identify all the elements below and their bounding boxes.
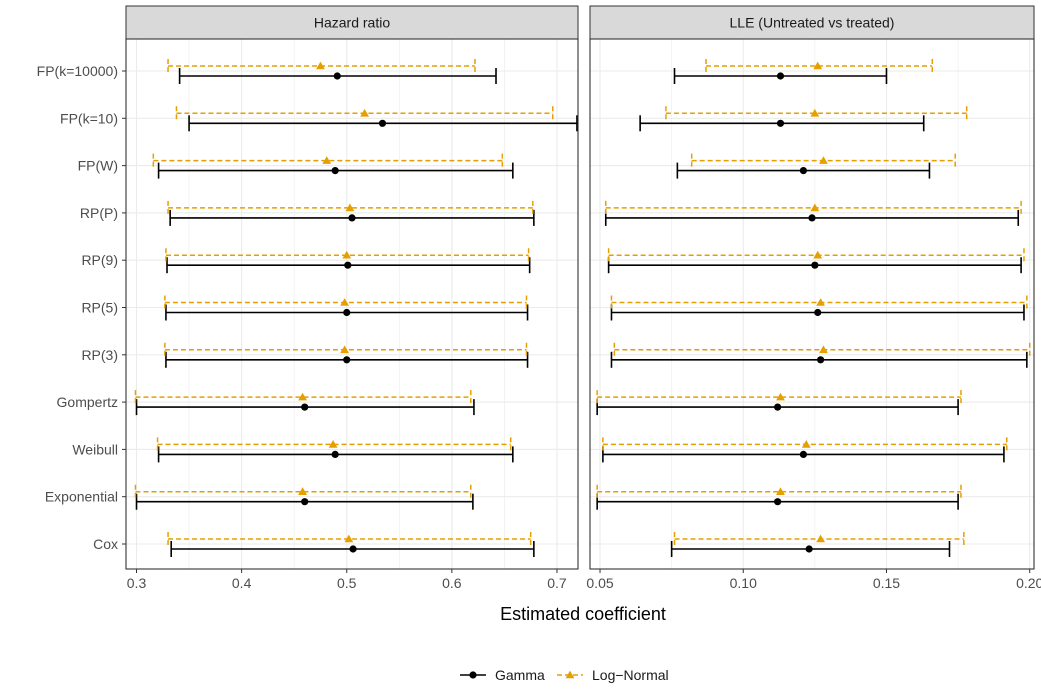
point-estimate-log-normal: [340, 298, 350, 306]
legend-item-log-normal: Log−Normal: [557, 667, 669, 683]
series-gamma: [135, 68, 578, 557]
legend-label: Log−Normal: [592, 667, 669, 683]
point-estimate-log-normal: [810, 108, 820, 117]
point-estimate-gamma: [799, 450, 808, 458]
point-estimate-gamma: [301, 498, 309, 506]
point-estimate-gamma: [343, 308, 351, 317]
point-estimate-gamma: [344, 261, 352, 269]
x-tick-label: 0.6: [442, 575, 462, 591]
series-gamma: [596, 68, 1028, 557]
y-tick-label: RP(3): [81, 347, 118, 363]
x-tick-label: 0.15: [873, 575, 900, 591]
point-estimate-log-normal: [328, 440, 338, 448]
point-estimate-gamma: [816, 356, 825, 364]
panels-layer: Hazard ratio 0.3 0.4 0.5 0.6 0.7 LLE (Untreate…: [125, 5, 1041, 591]
point-estimate-gamma: [301, 403, 309, 411]
legend: Gamma Log−Normal: [460, 667, 669, 683]
legend-item-gamma: Gamma: [460, 667, 545, 683]
y-tick-label: FP(k=10000): [37, 63, 118, 79]
point-estimate-gamma: [333, 72, 341, 80]
legend-label: Gamma: [495, 667, 545, 683]
y-axis-labels: FP(k=10000) FP(k=10) FP(W) RP(P) RP(9) RP(5) R…: [37, 63, 126, 552]
y-tick-label: Exponential: [45, 489, 118, 505]
point-estimate-log-normal: [345, 203, 355, 212]
point-estimate-gamma: [348, 214, 356, 222]
panel-background: [590, 39, 1034, 569]
point-estimate-gamma: [799, 167, 808, 175]
y-tick-label: Cox: [93, 536, 118, 552]
point-estimate-log-normal: [816, 298, 825, 306]
y-tick-label: FP(k=10): [60, 110, 118, 126]
point-estimate-log-normal: [360, 108, 370, 117]
x-tick-label: 0.3: [127, 575, 147, 591]
point-estimate-log-normal: [816, 534, 825, 543]
panel-strip-label: LLE (Untreated vs treated): [730, 15, 895, 31]
legend-key-circle: [469, 671, 477, 679]
y-tick-label: RP(9): [81, 252, 118, 268]
series-log-normal: [134, 59, 554, 546]
point-estimate-gamma: [774, 498, 782, 506]
point-estimate-log-normal: [810, 203, 820, 212]
point-estimate-log-normal: [298, 392, 307, 401]
point-estimate-log-normal: [776, 392, 785, 401]
x-axis-title: Estimated coefficient: [500, 604, 666, 624]
point-estimate-log-normal: [819, 345, 828, 354]
point-estimate-gamma: [331, 167, 339, 175]
panel-strip-label: Hazard ratio: [314, 15, 390, 31]
point-estimate-gamma: [343, 356, 351, 364]
point-estimate-gamma: [774, 403, 782, 411]
point-estimate-log-normal: [813, 61, 823, 70]
panel-background: [126, 39, 578, 569]
point-estimate-gamma: [814, 308, 822, 317]
panel-border: [125, 38, 579, 570]
y-tick-label: RP(5): [81, 300, 118, 316]
x-tick-label: 0.4: [232, 575, 252, 591]
point-estimate-gamma: [349, 545, 357, 553]
point-estimate-log-normal: [316, 61, 325, 70]
x-tick-label: 0.5: [337, 575, 357, 591]
panel-strip-2: [589, 5, 1035, 40]
y-tick-label: FP(W): [78, 158, 118, 174]
point-estimate-gamma: [811, 261, 819, 269]
panel-2: LLE (Untreated vs treated) 0.05 0.10 0.15 0.…: [586, 5, 1041, 591]
panel-strip-1: [125, 5, 579, 40]
y-tick-label: Gompertz: [57, 394, 118, 410]
point-estimate-log-normal: [298, 487, 307, 495]
point-estimate-log-normal: [776, 487, 785, 495]
point-estimate-gamma: [378, 119, 387, 127]
point-estimate-gamma: [331, 450, 339, 458]
point-estimate-gamma: [776, 72, 785, 80]
x-tick-label: 0.05: [586, 575, 613, 591]
legend-key-triangle: [565, 670, 575, 679]
y-tick-label: Weibull: [72, 441, 118, 457]
panel-border: [589, 38, 1035, 570]
panel-1: Hazard ratio 0.3 0.4 0.5 0.6 0.7: [125, 5, 579, 591]
x-tick-label: 0.20: [1016, 575, 1041, 591]
point-estimate-gamma: [776, 119, 785, 127]
point-estimate-log-normal: [813, 250, 823, 259]
point-estimate-gamma: [808, 214, 816, 222]
point-estimate-gamma: [805, 545, 813, 553]
point-estimate-log-normal: [801, 440, 811, 448]
x-tick-label: 0.10: [730, 575, 757, 591]
point-estimate-log-normal: [342, 250, 352, 259]
x-tick-label: 0.7: [547, 575, 567, 591]
point-estimate-log-normal: [819, 156, 828, 164]
point-estimate-log-normal: [322, 156, 332, 164]
series-log-normal: [596, 59, 1031, 546]
y-tick-label: RP(P): [80, 205, 118, 221]
point-estimate-log-normal: [344, 534, 354, 543]
point-estimate-log-normal: [340, 345, 350, 354]
